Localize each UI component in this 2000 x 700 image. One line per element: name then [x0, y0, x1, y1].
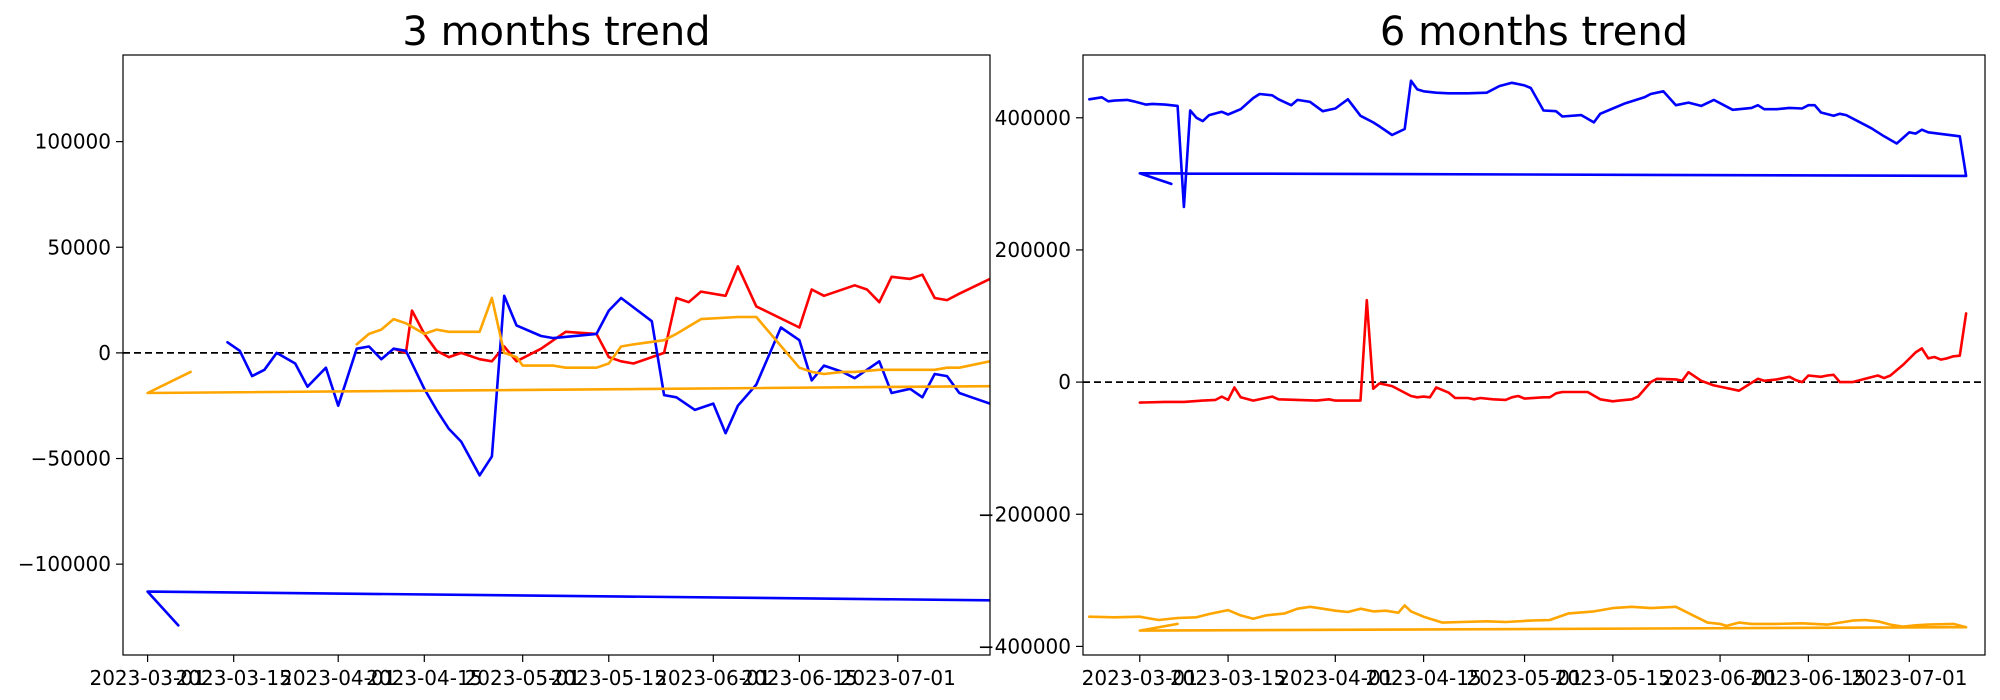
x-tick-label: 2023-03-15 [1170, 666, 1286, 690]
plot-area [1088, 79, 1968, 632]
series-line-3 [1088, 604, 1968, 632]
plot-area [146, 264, 990, 627]
x-tick-label: 2023-04-01 [1277, 666, 1393, 690]
y-tick-label: 100000 [35, 130, 111, 154]
y-tick-label: −200000 [978, 502, 1071, 526]
x-tick-label: 2023-07-01 [840, 666, 956, 690]
chart-title: 3 months trend [402, 9, 710, 55]
y-tick-label: 400000 [995, 106, 1071, 130]
x-tick-label: 2023-05-15 [551, 666, 667, 690]
x-tick-label: 2023-04-01 [280, 666, 396, 690]
y-tick-label: 200000 [995, 238, 1071, 262]
x-tick-label: 2023-04-15 [366, 666, 482, 690]
y-tick-label: −400000 [978, 634, 1071, 658]
series-line-3 [146, 296, 990, 395]
chart-panel-1: 3 months trend 100000 50000 0 −50000 −100000 2… [18, 9, 991, 690]
y-tick-label: 0 [98, 341, 111, 365]
x-tick-label: 2023-06-15 [1750, 666, 1866, 690]
y-tick-label: 0 [1058, 370, 1071, 394]
series-line-1 [1088, 79, 1968, 209]
x-tick-label: 2023-03-15 [176, 666, 292, 690]
x-tick-label: 2023-07-01 [1851, 666, 1967, 690]
y-tick-label: 50000 [47, 235, 111, 259]
x-tick-label: 2023-05-01 [1466, 666, 1582, 690]
x-tick-label: 2023-04-15 [1365, 666, 1481, 690]
series-line-2 [146, 294, 990, 627]
chart-panel-2: 6 months trend 400000 200000 0 −200000 −40000… [978, 9, 1986, 690]
plot-frame [122, 54, 991, 656]
x-tick-label: 2023-03-01 [89, 666, 205, 690]
x-tick-label: 2023-06-01 [655, 666, 771, 690]
x-tick-label: 2023-03-01 [1082, 666, 1198, 690]
y-tick-label: −100000 [18, 552, 111, 576]
x-tick-label: 2023-06-01 [1662, 666, 1778, 690]
x-tick-label: 2023-05-15 [1555, 666, 1671, 690]
x-tick-label: 2023-05-01 [465, 666, 581, 690]
series-line-2 [1138, 298, 1968, 404]
chart-title: 6 months trend [1380, 9, 1688, 55]
y-tick-label: −50000 [31, 447, 111, 471]
plot-frame [1082, 54, 1986, 656]
x-tick-label: 2023-06-15 [741, 666, 857, 690]
series-line-1 [392, 264, 990, 365]
